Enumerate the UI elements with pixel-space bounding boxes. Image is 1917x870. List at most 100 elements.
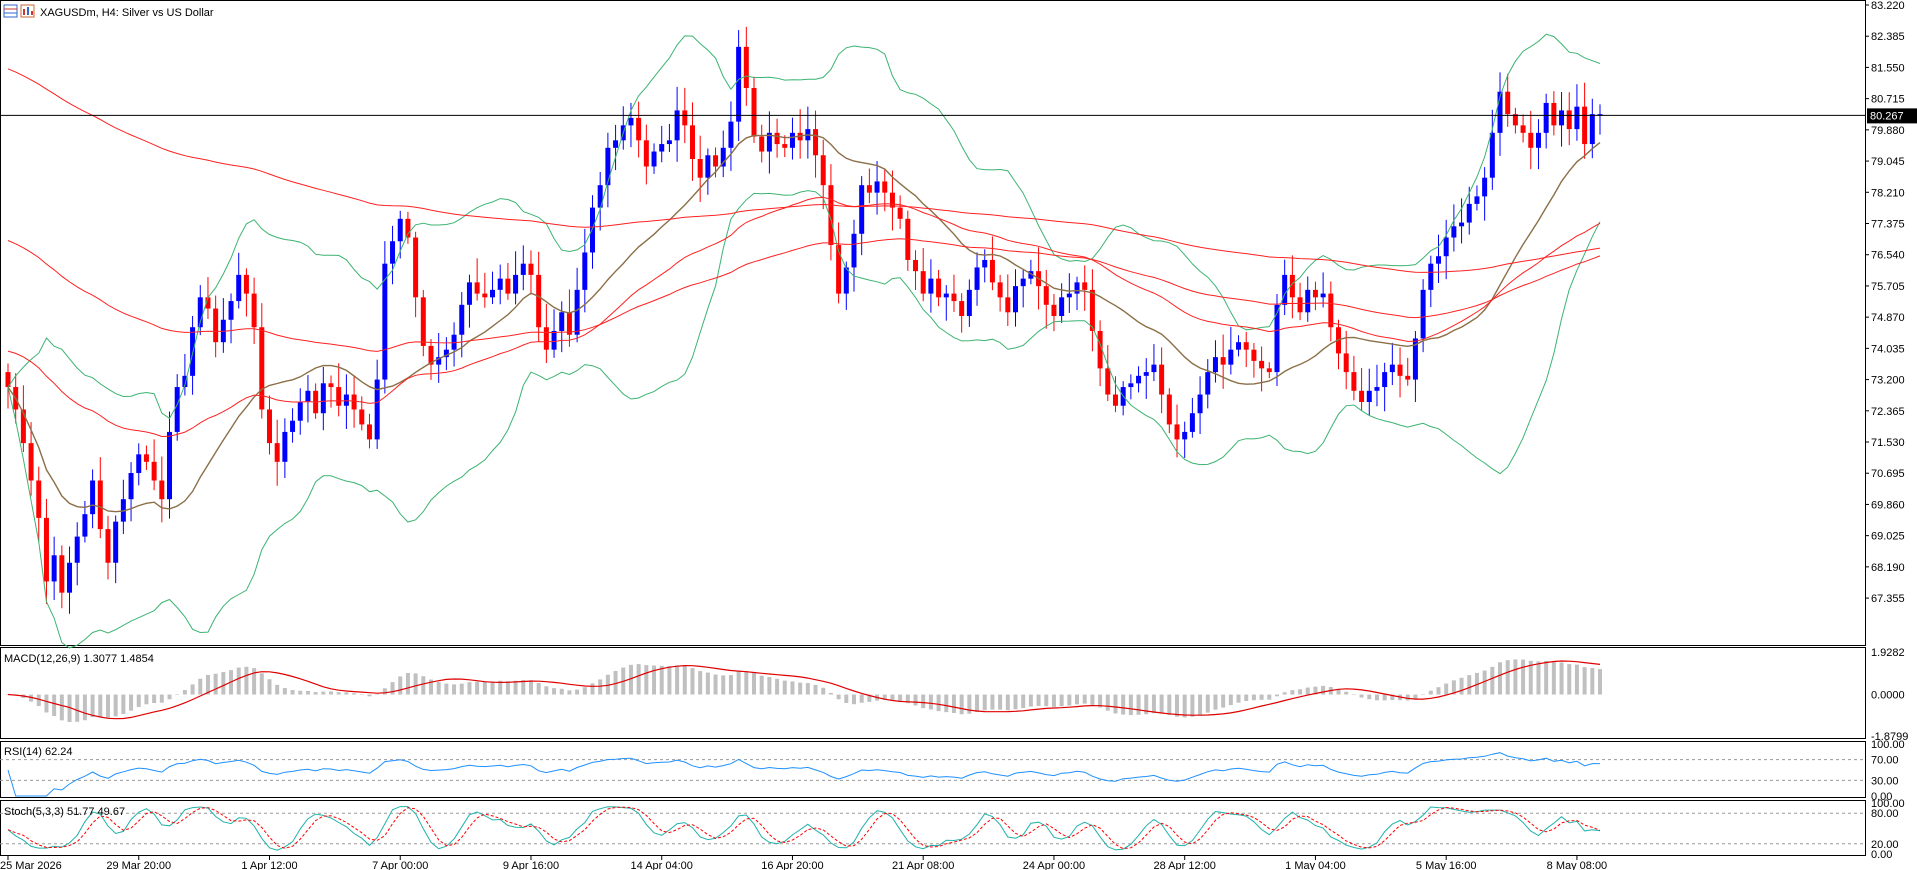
macd-histogram-bar bbox=[375, 694, 380, 696]
macd-histogram-bar bbox=[1567, 664, 1572, 695]
candle-body bbox=[1351, 372, 1357, 391]
macd-histogram-bar bbox=[459, 683, 464, 695]
candle-body bbox=[643, 140, 649, 167]
macd-histogram-bar bbox=[236, 667, 241, 695]
macd-histogram-bar bbox=[528, 680, 533, 695]
stoch-panel-frame bbox=[0, 800, 1866, 856]
macd-histogram-bar bbox=[1182, 694, 1187, 718]
macd-histogram-bar bbox=[1390, 694, 1395, 701]
candle-body bbox=[1012, 286, 1018, 313]
candle-body bbox=[1220, 357, 1226, 365]
macd-histogram-bar bbox=[913, 694, 918, 706]
candle-body bbox=[666, 140, 672, 145]
macd-histogram-bar bbox=[1351, 694, 1356, 696]
candle-body bbox=[1382, 372, 1388, 388]
candle-body bbox=[851, 233, 857, 268]
price-axis-label: 82.385 bbox=[1871, 31, 1905, 43]
macd-histogram-bar bbox=[944, 694, 949, 713]
time-axis-label: 14 Apr 04:00 bbox=[631, 860, 693, 870]
macd-histogram-bar bbox=[1036, 694, 1041, 706]
macd-histogram-bar bbox=[1105, 694, 1110, 711]
candle-body bbox=[466, 282, 472, 305]
overlay-layer bbox=[7, 33, 1601, 649]
macd-histogram-bar bbox=[136, 694, 141, 707]
candle-body bbox=[536, 274, 542, 328]
macd-histogram-bar bbox=[536, 682, 541, 695]
candle-body bbox=[105, 529, 111, 563]
macd-histogram-bar bbox=[967, 694, 972, 714]
macd-histogram-bar bbox=[636, 664, 641, 695]
macd-histogram-bar bbox=[82, 694, 87, 721]
candle-body bbox=[528, 263, 534, 275]
candle-body bbox=[505, 278, 511, 294]
candle-body bbox=[197, 297, 203, 328]
candle-body bbox=[305, 390, 311, 403]
candle-body bbox=[1343, 353, 1349, 373]
macd-histogram-bar bbox=[1467, 675, 1472, 695]
macd-histogram-bar bbox=[1067, 694, 1072, 706]
candle-body bbox=[459, 304, 465, 335]
candle-body bbox=[174, 387, 180, 432]
macd-histogram-bar bbox=[744, 670, 749, 695]
time-axis-label: 21 Apr 08:00 bbox=[892, 860, 954, 870]
macd-histogram-bar bbox=[713, 674, 718, 695]
time-axis-label: 28 Apr 12:00 bbox=[1154, 860, 1216, 870]
macd-histogram-bar bbox=[1367, 694, 1372, 700]
candle-body bbox=[420, 297, 426, 346]
candle-body bbox=[151, 461, 157, 481]
macd-axis-label: 1.9282 bbox=[1871, 647, 1905, 659]
macd-histogram-bar bbox=[936, 694, 941, 712]
candle-body bbox=[1212, 357, 1218, 373]
candle-body bbox=[582, 252, 588, 290]
candle-body bbox=[1574, 106, 1580, 130]
macd-histogram-bar bbox=[382, 688, 387, 695]
candle-body bbox=[659, 144, 665, 152]
macd-histogram-bar bbox=[505, 681, 510, 695]
macd-histogram-bar bbox=[805, 683, 810, 695]
macd-histogram-bar bbox=[1374, 694, 1379, 701]
macd-histogram-bar bbox=[1236, 694, 1241, 703]
candle-body bbox=[1159, 364, 1165, 395]
rsi-layer bbox=[0, 752, 1865, 797]
candle-body bbox=[689, 125, 695, 160]
candle-body bbox=[920, 271, 926, 294]
candle-body bbox=[590, 207, 596, 253]
macd-histogram-bar bbox=[1436, 687, 1441, 695]
candle-body bbox=[997, 282, 1003, 298]
macd-histogram-bar bbox=[1267, 694, 1272, 700]
candle-body bbox=[728, 121, 734, 148]
candle-body bbox=[1520, 125, 1526, 133]
candle-body bbox=[413, 237, 419, 298]
candle-body bbox=[1512, 114, 1518, 126]
macd-histogram-bar bbox=[890, 694, 895, 701]
chart-title: XAGUSDm, H4: Silver vs US Dollar bbox=[40, 7, 214, 19]
macd-histogram-bar bbox=[444, 683, 449, 695]
grid-icon[interactable] bbox=[3, 4, 18, 18]
candle-body bbox=[328, 383, 334, 388]
candle-body bbox=[67, 562, 73, 593]
macd-histogram-bar bbox=[1059, 694, 1064, 707]
stoch-axis-label: 0.00 bbox=[1871, 849, 1892, 861]
bar-chart-icon[interactable] bbox=[20, 4, 35, 18]
candle-body bbox=[228, 301, 234, 320]
macd-histogram-bar bbox=[1528, 660, 1533, 695]
candle-body bbox=[1443, 237, 1449, 257]
candle-body bbox=[566, 312, 572, 335]
candle-body bbox=[205, 297, 211, 309]
macd-histogram-bar bbox=[190, 684, 195, 695]
macd-histogram-bar bbox=[1051, 694, 1056, 707]
macd-histogram-bar bbox=[552, 688, 557, 695]
candle-body bbox=[1251, 349, 1257, 361]
candle-body bbox=[351, 394, 357, 410]
candle-body bbox=[1320, 293, 1326, 298]
candle-body bbox=[1112, 394, 1118, 406]
stoch-layer bbox=[0, 806, 1865, 851]
macd-histogram-bar bbox=[367, 694, 372, 697]
candle-body bbox=[943, 293, 949, 298]
candle-body bbox=[543, 327, 549, 350]
candle-body bbox=[259, 327, 265, 410]
candle-body bbox=[813, 129, 819, 156]
macd-histogram-bar bbox=[352, 693, 357, 695]
